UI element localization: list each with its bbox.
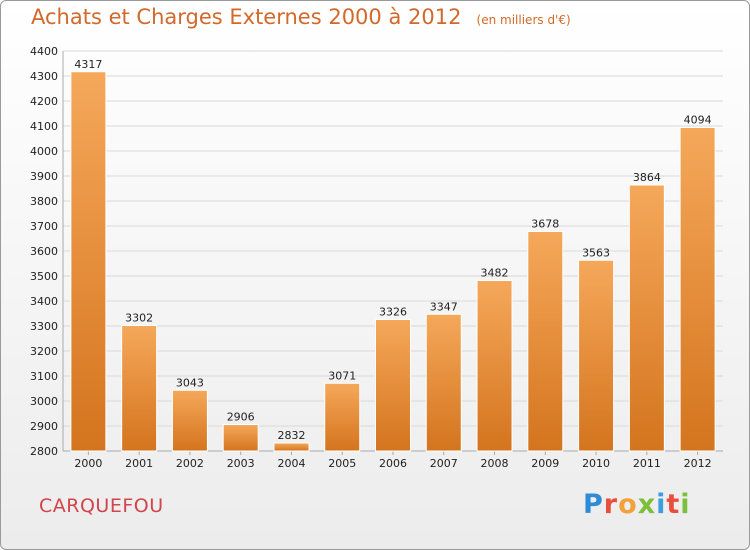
bar-2010 (578, 259, 615, 452)
chart-subtitle: (en milliers d'€) (476, 13, 571, 27)
bar-2012 (679, 127, 716, 452)
value-label-2006: 3326 (379, 306, 407, 319)
y-tick-label: 4300 (30, 70, 58, 83)
y-tick-label: 4400 (30, 45, 58, 58)
value-label-2012: 4094 (684, 114, 712, 127)
value-label-2000: 4317 (74, 58, 102, 71)
value-label-2007: 3347 (430, 300, 458, 313)
logo-letter: i (680, 489, 691, 520)
y-tick-label: 3100 (30, 370, 58, 383)
x-tick-label-2006: 2006 (379, 457, 407, 470)
bars (70, 71, 716, 452)
y-tick-label: 3500 (30, 270, 58, 283)
value-label-2009: 3678 (531, 218, 559, 231)
bar-2003 (222, 424, 259, 452)
x-tick-label-2004: 2004 (277, 457, 305, 470)
y-tick-label: 2900 (30, 420, 58, 433)
x-tick-label-2008: 2008 (481, 457, 509, 470)
x-tick-label-2007: 2007 (430, 457, 458, 470)
value-label-2002: 3043 (176, 376, 204, 389)
y-tick-label: 3200 (30, 345, 58, 358)
title-row: Achats et Charges Externes 2000 à 2012 (… (31, 5, 571, 29)
x-tick-label-2005: 2005 (328, 457, 356, 470)
proxiti-logo[interactable]: Proxiti (583, 489, 691, 520)
x-tick-label-2003: 2003 (227, 457, 255, 470)
y-tick-label: 3800 (30, 195, 58, 208)
logo-letter: i (656, 489, 667, 520)
y-tick-label: 2800 (30, 445, 58, 458)
bar-2002 (171, 389, 208, 452)
bar-2000 (70, 71, 107, 452)
x-tick-label-2000: 2000 (74, 457, 102, 470)
value-label-2001: 3302 (125, 312, 153, 325)
bar-2009 (527, 231, 564, 452)
y-tick-label: 4000 (30, 145, 58, 158)
value-label-2004: 2832 (277, 429, 305, 442)
logo-letter: r (603, 489, 619, 520)
value-label-2003: 2906 (227, 411, 255, 424)
x-tick-label-2002: 2002 (176, 457, 204, 470)
x-tick-label-2012: 2012 (684, 457, 712, 470)
value-label-2011: 3864 (633, 171, 661, 184)
y-tick-label: 3900 (30, 170, 58, 183)
x-tick-label-2001: 2001 (125, 457, 153, 470)
y-tick-label: 3400 (30, 295, 58, 308)
city-name: CARQUEFOU (39, 495, 164, 517)
bar-2007 (425, 313, 462, 452)
y-tick-label: 3600 (30, 245, 58, 258)
y-tick-label: 4200 (30, 95, 58, 108)
logo-letter: P (583, 489, 604, 520)
bar-2006 (375, 319, 411, 452)
x-tick-label-2011: 2011 (633, 457, 661, 470)
bar-2011 (628, 184, 665, 452)
y-tick-label: 4100 (30, 120, 58, 133)
y-tick-label: 3000 (30, 395, 58, 408)
value-label-2010: 3563 (582, 246, 610, 259)
y-tick-label: 3300 (30, 320, 58, 333)
chart-title: Achats et Charges Externes 2000 à 2012 (31, 5, 462, 29)
x-tick-label-2009: 2009 (531, 457, 559, 470)
labels: 2800 2900 3000 3100 3200 3300 3400 3500 3600 3700… (30, 45, 712, 470)
bar-2004 (273, 442, 310, 452)
value-label-2005: 3071 (328, 369, 356, 382)
x-tick-label-2010: 2010 (582, 457, 610, 470)
bar-2005 (324, 382, 361, 452)
value-label-2008: 3482 (481, 267, 509, 280)
logo-letter: t (666, 489, 681, 520)
logo-letter: o (618, 489, 638, 520)
y-tick-label: 3700 (30, 220, 58, 233)
logo-letter: x (637, 489, 657, 520)
bar-2001 (121, 325, 158, 452)
bar-2008 (476, 280, 513, 452)
